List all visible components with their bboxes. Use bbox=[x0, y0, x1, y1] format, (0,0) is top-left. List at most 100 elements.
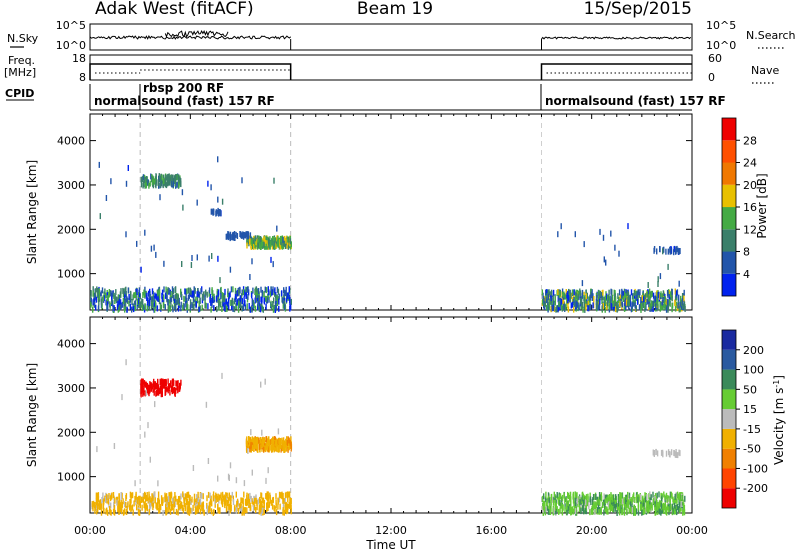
power-echo bbox=[559, 301, 561, 308]
velocity-echo bbox=[229, 503, 231, 510]
power-echo bbox=[542, 292, 544, 299]
power-echo bbox=[659, 273, 662, 280]
power-echo bbox=[257, 242, 259, 249]
power-echo bbox=[277, 288, 280, 295]
power-echo bbox=[563, 291, 565, 298]
velocity-echo bbox=[146, 495, 148, 502]
power-echo bbox=[125, 296, 127, 303]
velocity-echo bbox=[557, 498, 559, 504]
velocity-echo bbox=[144, 431, 146, 438]
power-echo bbox=[175, 292, 177, 299]
velocity-echo bbox=[619, 496, 622, 503]
power-echo bbox=[655, 302, 657, 308]
power-echo bbox=[261, 305, 264, 312]
power-echo bbox=[568, 296, 571, 303]
velocity-echo bbox=[165, 503, 167, 510]
power-echo bbox=[182, 204, 184, 211]
velocity-echo bbox=[188, 503, 191, 510]
power-echo bbox=[128, 294, 130, 300]
power-echo bbox=[148, 293, 151, 300]
velocity-echo bbox=[674, 502, 676, 509]
velocity-echo bbox=[224, 502, 226, 509]
velocity-echo bbox=[289, 439, 291, 446]
power-echo bbox=[267, 293, 269, 300]
power-echo bbox=[199, 305, 201, 312]
power-echo bbox=[242, 289, 245, 296]
velocity-echo bbox=[149, 502, 152, 509]
velocity-colorbar-label: -50 bbox=[743, 443, 761, 456]
power-echo bbox=[211, 301, 213, 308]
power-echo bbox=[104, 288, 106, 295]
velocity-echo bbox=[125, 509, 128, 515]
power-echo bbox=[205, 289, 207, 296]
power-echo bbox=[211, 253, 213, 259]
velocity-echo bbox=[117, 506, 119, 513]
velocity-echo bbox=[261, 438, 263, 445]
velocity-echo bbox=[145, 389, 147, 396]
power-echo bbox=[169, 305, 172, 312]
power-echo bbox=[174, 286, 177, 293]
power-echo bbox=[136, 289, 138, 295]
power-echo bbox=[272, 237, 274, 244]
velocity-echo bbox=[167, 387, 169, 394]
power-echo bbox=[245, 231, 247, 238]
velocity-echo bbox=[663, 491, 665, 498]
velocity-echo bbox=[644, 492, 646, 499]
velocity-echo bbox=[173, 501, 175, 508]
power-echo bbox=[260, 286, 262, 293]
power-echo bbox=[667, 248, 669, 255]
power-echo bbox=[656, 305, 658, 312]
power-echo bbox=[157, 180, 159, 187]
velocity-echo bbox=[103, 507, 105, 514]
power-echo bbox=[283, 240, 286, 247]
power-echo bbox=[584, 306, 586, 313]
power-colorbar-swatch bbox=[722, 184, 736, 208]
velocity-echo bbox=[228, 509, 230, 516]
velocity-echo bbox=[267, 467, 269, 474]
power-echo bbox=[647, 293, 649, 300]
power-echo bbox=[671, 292, 673, 299]
velocity-echo bbox=[108, 493, 110, 499]
power-echo bbox=[641, 302, 643, 309]
power-echo bbox=[175, 174, 177, 181]
velocity-echo bbox=[600, 495, 603, 502]
power-echo bbox=[276, 225, 278, 232]
power-echo bbox=[619, 300, 622, 307]
velocity-echo bbox=[169, 492, 171, 499]
velocity-echo bbox=[559, 507, 561, 514]
power-echo bbox=[116, 304, 119, 311]
noise-traces bbox=[89, 30, 692, 50]
velocity-echo bbox=[575, 502, 577, 509]
velocity-echo bbox=[269, 495, 271, 502]
velocity-echo bbox=[258, 508, 260, 515]
velocity-echo bbox=[149, 381, 151, 388]
power-echo bbox=[637, 289, 639, 296]
velocity-echo bbox=[170, 501, 173, 508]
power-echo bbox=[550, 306, 552, 313]
power-echo bbox=[181, 189, 184, 196]
velocity-echo bbox=[678, 506, 680, 513]
velocity-echo bbox=[555, 499, 557, 506]
power-echo bbox=[547, 302, 549, 309]
power-echo bbox=[279, 243, 281, 250]
power-echo bbox=[647, 298, 649, 304]
velocity-echo bbox=[630, 508, 633, 515]
power-echo bbox=[219, 299, 221, 306]
power-echo bbox=[546, 289, 548, 296]
power-echo bbox=[666, 298, 669, 305]
velocity-echo bbox=[283, 444, 286, 451]
velocity-echo bbox=[109, 505, 111, 512]
velocity-echo bbox=[99, 503, 101, 510]
power-echo bbox=[274, 241, 277, 248]
power-echo bbox=[678, 306, 680, 313]
velocity-echo bbox=[174, 492, 176, 498]
power-echo bbox=[662, 248, 664, 255]
power-panel-frame bbox=[89, 113, 693, 311]
velocity-echo bbox=[251, 444, 254, 451]
velocity-echo bbox=[669, 499, 671, 506]
velocity-echo bbox=[154, 497, 156, 504]
velocity-echo bbox=[591, 508, 593, 515]
velocity-echo bbox=[655, 449, 657, 455]
power-echo bbox=[543, 297, 545, 304]
